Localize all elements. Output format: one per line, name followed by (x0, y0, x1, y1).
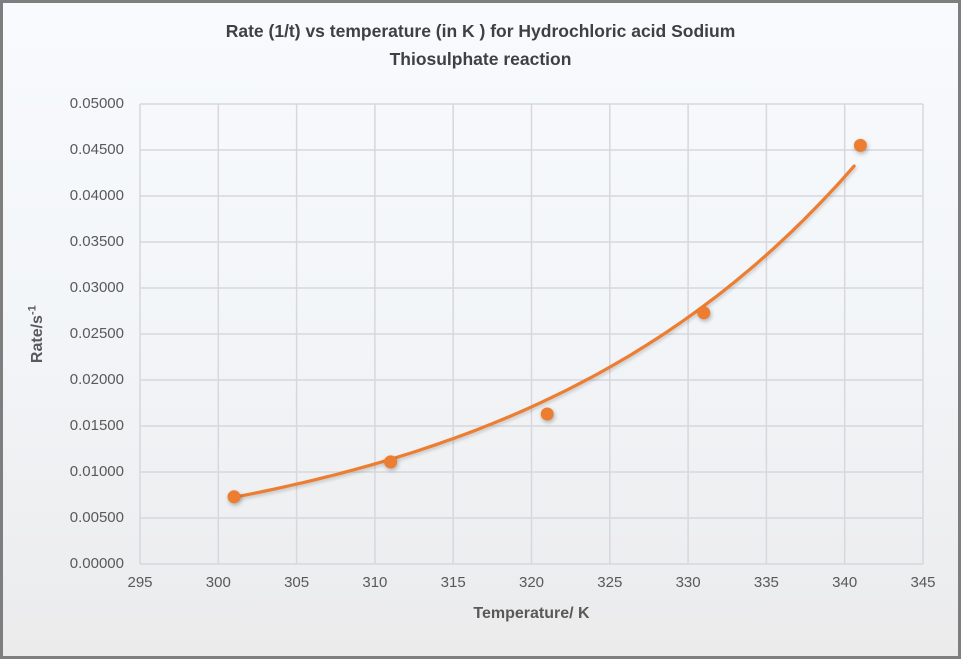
chart-title-text: Rate (1/t) vs temperature (in K ) for Hy… (225, 21, 736, 69)
plot-area (139, 103, 924, 565)
data-point (853, 138, 867, 152)
x-tick-label: 325 (597, 574, 623, 591)
x-tick-label: 310 (362, 574, 388, 591)
x-tick-label: 295 (127, 574, 153, 591)
x-tick-label: 315 (440, 574, 466, 591)
x-tick-label: 330 (675, 574, 701, 591)
x-tick-label: 305 (284, 574, 310, 591)
chart-title: Rate (1/t) vs temperature (in K ) for Hy… (3, 17, 958, 73)
y-tick-label: 0.01500 (69, 417, 124, 434)
gridlines (139, 103, 924, 565)
x-tick-label: 335 (753, 574, 779, 591)
x-tick-label: 320 (518, 574, 545, 591)
y-axis-title-text: Rate/s-1 (26, 305, 47, 363)
y-tick-label: 0.04000 (69, 187, 124, 204)
x-tick-label: 345 (910, 574, 936, 591)
data-point (227, 490, 241, 504)
data-points (227, 138, 867, 504)
data-point (697, 306, 711, 320)
y-tick-label: 0.02000 (69, 371, 124, 388)
y-tick-label: 0.02500 (69, 325, 124, 342)
y-axis-title: Rate/s-1 (19, 104, 55, 564)
data-point (384, 455, 398, 469)
y-tick-label: 0.05000 (69, 95, 124, 112)
x-axis-title: Temperature/ K (473, 605, 590, 622)
y-tick-label: 0.01000 (69, 463, 124, 480)
x-tick-label: 300 (205, 574, 231, 591)
trendline (232, 164, 856, 499)
x-tick-label: 340 (832, 574, 858, 591)
y-tick-label: 0.03000 (69, 279, 124, 296)
y-tick-label: 0.03500 (69, 233, 124, 250)
y-tick-label: 0.00500 (69, 509, 124, 526)
data-point (540, 407, 554, 421)
y-tick-label: 0.04500 (69, 141, 124, 158)
y-tick-label: 0.00000 (69, 555, 124, 572)
